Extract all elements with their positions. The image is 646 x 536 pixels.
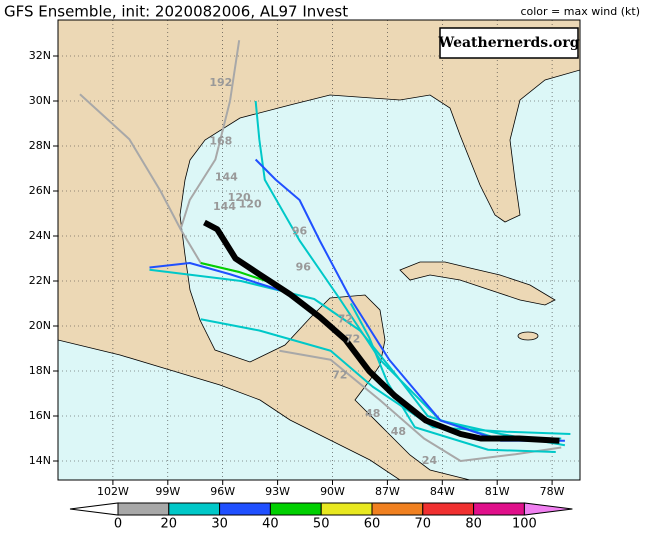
lon-tick-label: 78W [540, 485, 565, 498]
lat-tick-label: 20N [29, 319, 51, 332]
colorbar-label: 100 [512, 517, 537, 532]
colorbar-label: 0 [114, 517, 122, 532]
lon-tick-label: 84W [430, 485, 455, 498]
colorbar-label: 40 [262, 517, 279, 532]
lon-tick-label: 99W [155, 485, 180, 498]
colorbar-segment [422, 502, 475, 516]
gulf-atlantic-water [179, 69, 580, 480]
forecast-hour-label: 192 [209, 76, 232, 89]
forecast-hour-label: 144 [213, 200, 236, 213]
ensemble-track [254, 158, 565, 442]
forecast-hour-label: 96 [296, 261, 312, 274]
forecast-hour-label: 96 [292, 225, 308, 238]
mean-track [203, 219, 560, 444]
forecast-hour-label: 144 [215, 171, 238, 184]
lon-tick-label: 96W [210, 485, 235, 498]
lon-tick-label: 81W [485, 485, 510, 498]
lat-tick-label: 16N [29, 409, 51, 422]
forecast-hour-label: 48 [391, 425, 406, 438]
colorbar-label: 30 [211, 517, 228, 532]
lon-tick-label: 90W [320, 485, 345, 498]
forecast-hour-label: 168 [209, 135, 232, 148]
colorbar-label: 50 [313, 517, 330, 532]
legend-caption: color = max wind (kt) [520, 5, 640, 18]
cuba [399, 261, 556, 306]
lat-tick-label: 32N [29, 49, 51, 62]
colorbar-segment [168, 502, 221, 516]
lat-tick-label: 28N [29, 139, 51, 152]
colorbar-segment [473, 502, 525, 516]
colorbar-segment [117, 502, 170, 516]
lat-tick-label: 30N [29, 94, 51, 107]
colorbar-label: 60 [364, 517, 381, 532]
ensemble-track [200, 318, 571, 435]
forecast-hour-label: 120 [228, 191, 251, 204]
lon-tick-label: 102W [97, 485, 129, 498]
forecast-hour-label: 72 [345, 333, 360, 346]
lon-tick-label: 87W [375, 485, 400, 498]
colorbar-segment [371, 502, 424, 516]
lon-tick-label: 93W [265, 485, 290, 498]
lat-tick-label: 26N [29, 184, 51, 197]
lat-tick-label: 18N [29, 364, 51, 377]
ensemble-track [349, 303, 556, 453]
brand-box [439, 27, 579, 59]
forecast-hour-label: 24 [422, 454, 438, 467]
colorbar-segment [320, 502, 373, 516]
forecast-hour-label: 48 [365, 407, 380, 420]
colorbar-label: 80 [465, 517, 482, 532]
pacific-water [58, 339, 401, 480]
axes: 102W 99W 96W 93W 90W 87W 84W 81W 78W 14N 16N 18N 20N… [29, 49, 565, 498]
title: GFS Ensemble, init: 2020082006, AL97 Inv… [4, 3, 348, 21]
colorbar-segment [269, 502, 322, 516]
colorbar-arrow [523, 502, 573, 516]
brand: Weathernerds.org [438, 35, 580, 51]
colorbar-arrow [69, 502, 119, 516]
colorbar-label: 20 [161, 517, 178, 532]
plot-frame [57, 19, 581, 481]
forecast-hour-label: 72 [338, 312, 353, 325]
lat-tick-label: 22N [29, 274, 51, 287]
ensemble-track [179, 40, 241, 230]
colorbar-label: 70 [415, 517, 432, 532]
forecast-hour-label: 120 [239, 198, 262, 211]
ensemble-track [279, 349, 562, 462]
lat-tick-label: 14N [29, 454, 51, 467]
ensemble-track [149, 262, 280, 291]
jamaica [517, 331, 539, 341]
colorbar-segment [219, 502, 271, 516]
lat-tick-label: 24N [29, 229, 51, 242]
forecast-hour-label: 72 [332, 369, 347, 382]
colorbar: 0 20 30 40 50 60 70 80 100 [69, 502, 573, 532]
grid [58, 20, 580, 480]
